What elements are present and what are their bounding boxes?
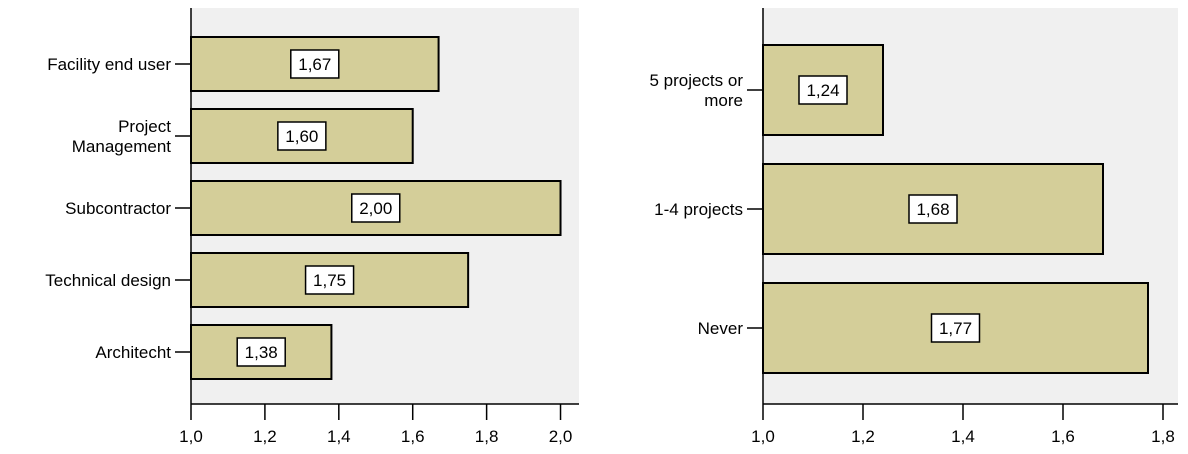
value-label: 1,77 [939, 319, 972, 338]
category-label: Technical design [45, 271, 171, 290]
bar [762, 44, 884, 136]
value-label: 1,38 [245, 343, 278, 362]
category-label: Facility end user [47, 55, 171, 74]
x-tick-label: 1,2 [851, 427, 875, 446]
value-label: 1,24 [806, 81, 839, 100]
value-label-box [908, 194, 958, 224]
x-tick-label: 1,0 [179, 427, 203, 446]
value-label: 1,67 [298, 55, 331, 74]
category-label: Architecht [95, 343, 171, 362]
category-label: 5 projects or more [649, 71, 743, 110]
value-label: 1,75 [313, 271, 346, 290]
value-label-box [930, 313, 981, 343]
x-tick-label: 1,6 [1051, 427, 1075, 446]
x-tick-label: 2,0 [549, 427, 573, 446]
category-label: Subcontractor [65, 199, 171, 218]
value-label-box [798, 75, 848, 105]
value-label: 1,68 [916, 200, 949, 219]
x-tick-label: 1,4 [327, 427, 351, 446]
x-tick-label: 1,4 [951, 427, 975, 446]
value-label-box [277, 121, 327, 151]
category-label: Project Management [72, 117, 172, 156]
value-label: 1,60 [285, 127, 318, 146]
value-label-box [304, 265, 355, 295]
category-label: 1-4 projects [654, 200, 743, 219]
category-label: Never [698, 319, 744, 338]
x-tick-label: 1,2 [253, 427, 277, 446]
x-tick-label: 1,6 [401, 427, 425, 446]
x-tick-label: 1,8 [475, 427, 499, 446]
value-label-box [290, 49, 340, 79]
x-tick-label: 1,0 [751, 427, 775, 446]
x-tick-label: 1,8 [1151, 427, 1175, 446]
value-label: 2,00 [359, 199, 392, 218]
chart-1: 1,67 Facility end user 1,60 Project Manageme… [45, 8, 579, 446]
value-label-box [236, 337, 286, 367]
value-label-box [351, 193, 401, 223]
chart-2: 1,24 5 projects or more 1,68 1-4 projects 1,7… [649, 8, 1178, 446]
